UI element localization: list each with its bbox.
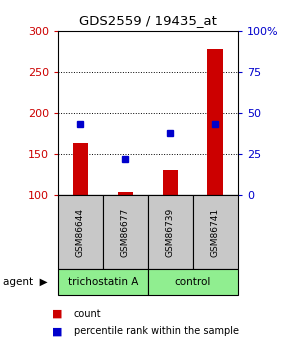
Bar [72, 143, 88, 195]
Text: ■: ■ [52, 326, 63, 336]
Bar [117, 193, 133, 195]
Text: agent  ▶: agent ▶ [3, 277, 48, 287]
Text: count: count [74, 309, 102, 319]
Text: ■: ■ [52, 309, 63, 319]
Bar [162, 170, 178, 195]
Text: control: control [175, 277, 211, 287]
Text: percentile rank within the sample: percentile rank within the sample [74, 326, 239, 336]
Text: GSM86677: GSM86677 [121, 207, 130, 257]
Bar [207, 49, 223, 195]
Text: GSM86741: GSM86741 [211, 207, 220, 257]
Text: GSM86644: GSM86644 [76, 207, 85, 257]
Text: trichostatin A: trichostatin A [68, 277, 138, 287]
Text: GDS2559 / 19435_at: GDS2559 / 19435_at [79, 14, 217, 27]
Text: GSM86739: GSM86739 [166, 207, 175, 257]
